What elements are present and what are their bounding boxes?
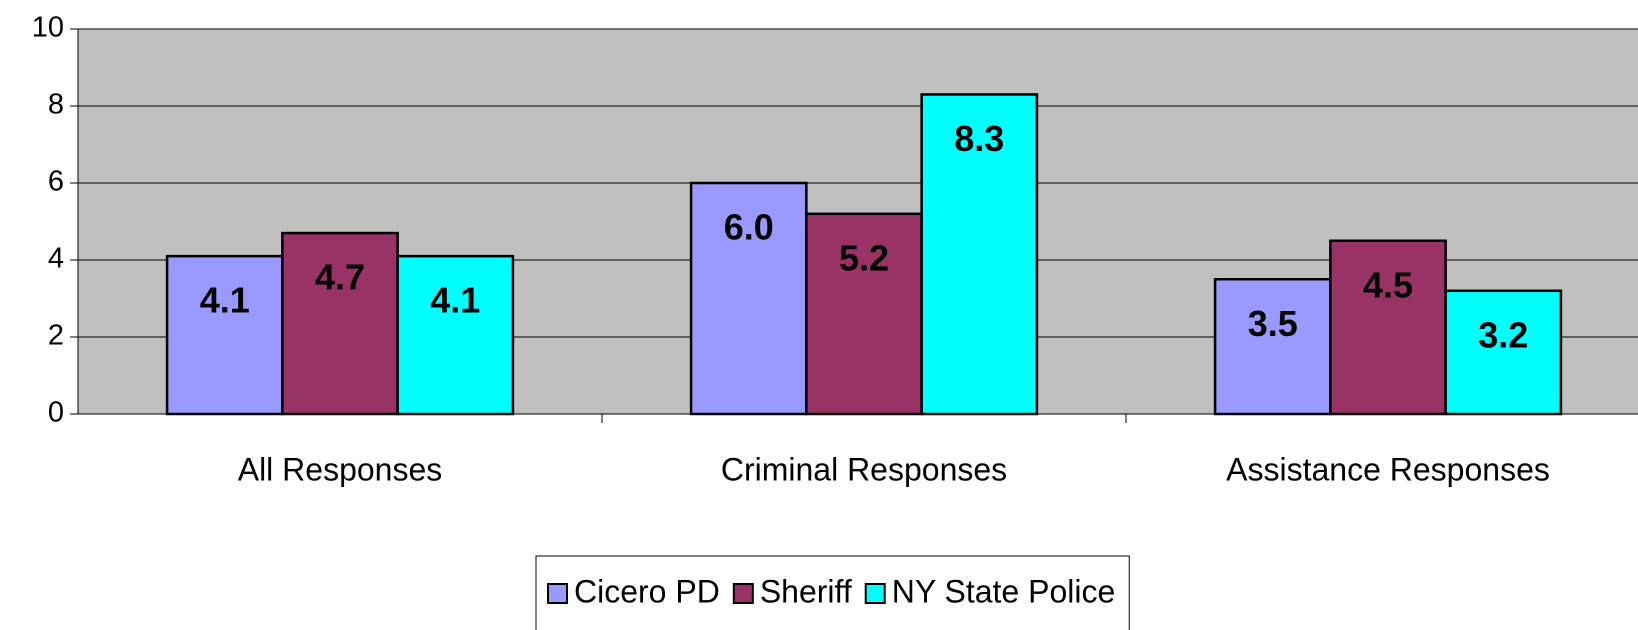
legend-swatch: [864, 583, 886, 604]
legend: Cicero PD Sheriff NY State Police: [535, 555, 1130, 630]
legend-label: Cicero PD: [574, 573, 720, 609]
value-label: 6.0: [724, 207, 774, 248]
bar: [396, 254, 515, 416]
value-label: 4.1: [200, 280, 250, 321]
bar: [1329, 239, 1447, 416]
y-tick-label: 6: [48, 166, 64, 198]
value-label: 3.5: [1248, 303, 1298, 344]
legend-swatch: [547, 583, 568, 604]
bar: [920, 93, 1039, 416]
y-tick-label: 8: [48, 89, 64, 121]
value-label: 4.7: [315, 257, 365, 298]
value-label: 5.2: [839, 237, 889, 278]
legend-label: Sheriff: [760, 573, 852, 609]
bar: [689, 181, 808, 416]
y-tick-label: 2: [48, 320, 64, 352]
bar: [1213, 278, 1332, 416]
x-tick-label: All Responses: [238, 451, 443, 487]
value-label: 4.5: [1363, 264, 1413, 305]
legend-swatch: [732, 583, 754, 604]
y-tick-label: 0: [48, 397, 64, 429]
value-label: 8.3: [954, 118, 1004, 159]
legend-box: [535, 555, 1130, 630]
x-tick-label: Criminal Responses: [721, 451, 1007, 487]
y-tick-label: 4: [48, 243, 64, 275]
bar: [805, 212, 923, 416]
value-label: 3.2: [1478, 314, 1528, 355]
x-tick-label: Assistance Responses: [1226, 451, 1550, 487]
y-tick-label: 10: [32, 12, 64, 44]
bar: [281, 231, 399, 416]
value-label: 4.1: [430, 280, 480, 321]
legend-label: NY State Police: [892, 573, 1116, 609]
bar: [1444, 289, 1563, 416]
